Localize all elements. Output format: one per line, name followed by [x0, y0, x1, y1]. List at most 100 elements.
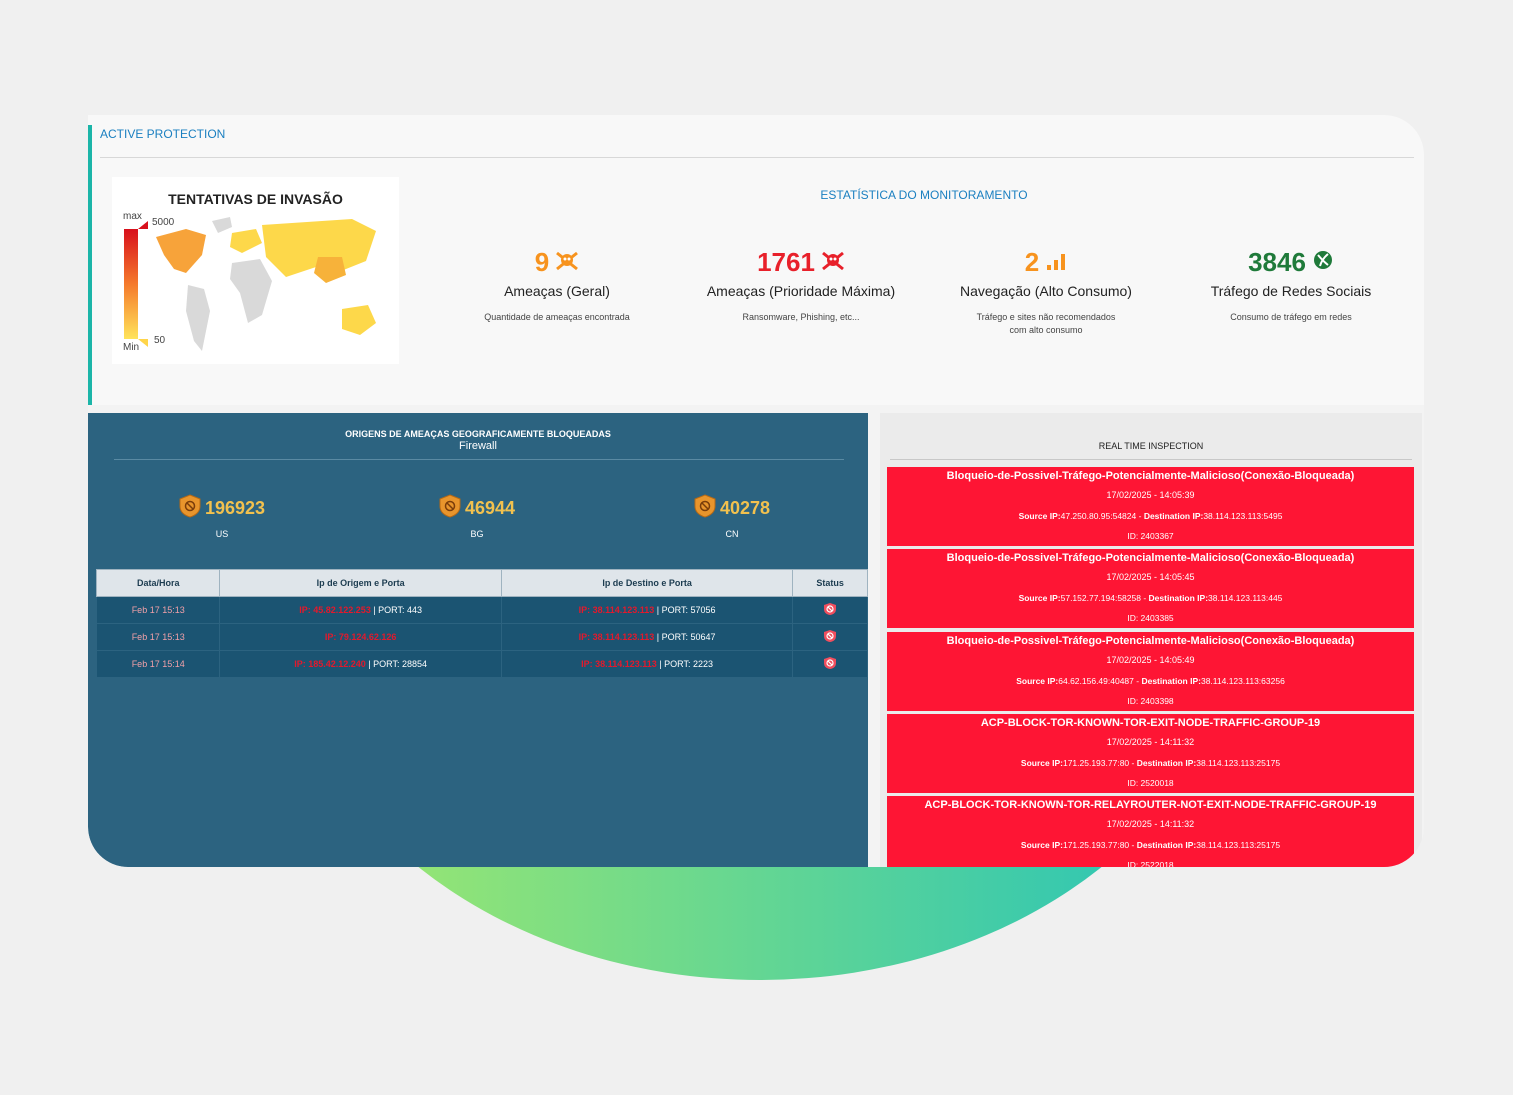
source-ip: 171.25.193.77:80 — [1062, 757, 1130, 768]
status-icon — [824, 630, 837, 642]
status-icon — [824, 657, 837, 669]
event-id: ID: 2403367 — [1127, 531, 1174, 541]
column-header: Data/Hora — [95, 569, 221, 597]
map-title: TENTATIVAS DE INVASÃO — [168, 191, 343, 207]
source-ip: 64.62.156.49:40487 — [1058, 675, 1134, 686]
stat-label: Ameaças (Geral) — [504, 283, 610, 299]
source-ip: 171.25.193.77:80 — [1062, 840, 1130, 851]
cell-ip: IP: 38.114.123.113 | PORT: 2223 — [500, 650, 794, 678]
blocked-table: Data/Hora Ip de Origem e Porta Ip de Desti… — [95, 569, 868, 678]
destination-label: Destination IP: — [1136, 757, 1197, 768]
icon — [821, 251, 844, 270]
stat-value: 1761 — [757, 246, 815, 277]
source-label: Source IP: — [1018, 593, 1061, 604]
ip: IP: 79.124.62.126 — [324, 632, 397, 642]
legend-label: max — [123, 211, 142, 222]
country-code: BG — [470, 529, 484, 539]
event-name: ACP-BLOCK-TOR-KNOWN-TOR-EXIT-NODE-TRAFFI… — [980, 716, 1321, 729]
destination-ip: 38.114.123.113:63256 — [1200, 675, 1285, 686]
cell-ip: IP: 38.114.123.113 | PORT: 57056 — [500, 596, 794, 624]
stat-card: 2 Navegação (Alto Consumo) Tráfego e sites… — [926, 247, 1166, 337]
icon — [1047, 253, 1066, 270]
port: | PORT: 443 — [373, 605, 423, 615]
event-datetime: 17/02/2025 - 14:11:32 — [1106, 819, 1195, 830]
column-header: Status — [792, 569, 868, 597]
separator: - — [1140, 593, 1149, 604]
country-code: US — [215, 529, 229, 539]
cell-ip: IP: 185.42.12.240 | PORT: 28854 — [219, 650, 502, 678]
event-card: ACP-BLOCK-TOR-KNOWN-TOR-EXIT-NODE-TRAFFI… — [887, 713, 1414, 793]
stat-card: 3846 Tráfego de Redes Sociais Consumo de t… — [1171, 247, 1411, 324]
event-datetime: 17/02/2025 - 14:05:45 — [1106, 572, 1195, 583]
port: | PORT: 2223 — [659, 659, 713, 669]
event-ips: Source IP:171.25.193.77:80 - Destination… — [887, 840, 1414, 850]
legend-value: 50 — [154, 335, 166, 346]
table-row: Feb 17 15:13 IP: 45.82.122.253 | PORT: 44… — [95, 596, 868, 624]
ip: IP: 38.114.123.113 — [578, 605, 655, 615]
country-count: 40278 — [719, 497, 771, 518]
country-count: 46944 — [464, 497, 516, 518]
stat-value-row: 2 — [926, 247, 1166, 277]
stat-icon — [821, 247, 845, 278]
separator: - — [1129, 757, 1137, 768]
country-count-row: 196923 — [122, 493, 322, 521]
ip: IP: 38.114.123.113 — [581, 659, 657, 669]
stat-description: Consumo de tráfego em redes — [1230, 312, 1352, 322]
shield — [439, 493, 461, 523]
table-body: Feb 17 15:13 IP: 45.82.122.253 | PORT: 44… — [95, 596, 868, 678]
stat-value-row: 3846 — [1171, 247, 1411, 277]
geo-subtitle: Firewall — [459, 440, 497, 452]
cell-datetime: Feb 17 15:13 — [95, 596, 221, 624]
ip: IP: 38.114.123.113 — [578, 632, 655, 642]
stat-description: Quantidade de ameaças encontrada — [484, 312, 630, 322]
status-icon — [824, 603, 837, 615]
ip: IP: 185.42.12.240 — [294, 659, 366, 669]
divider — [100, 157, 1414, 158]
destination-ip: 38.114.123.113:25175 — [1196, 840, 1281, 851]
event-card: Bloqueio-de-Possivel-Tráfego-Potencialme… — [887, 631, 1414, 711]
destination-label: Destination IP: — [1143, 511, 1204, 521]
separator: - — [1136, 511, 1144, 521]
port: | PORT: 50647 — [656, 632, 716, 642]
column-header: Ip de Origem e Porta — [219, 569, 502, 597]
source-label: Source IP: — [1018, 511, 1061, 521]
geo-title: ORIGENS DE AMEAÇAS GEOGRAFICAMENTE BLOQU… — [345, 429, 611, 439]
inspection-panel: REAL TIME INSPECTION Bloqueio-de-Possive… — [880, 413, 1422, 867]
country-card: 40278 CN — [632, 493, 832, 539]
destination-ip: 38.114.123.113:25175 — [1196, 757, 1281, 768]
stat-description: Ransomware, Phishing, etc... — [742, 312, 860, 322]
legend-value: 5000 — [152, 217, 175, 228]
stat-label: Tráfego de Redes Sociais — [1210, 283, 1372, 299]
icon — [556, 251, 579, 270]
event-card: Bloqueio-de-Possivel-Tráfego-Potencialme… — [887, 549, 1414, 629]
country-code: CN — [725, 529, 739, 539]
cell-datetime: Feb 17 15:14 — [95, 650, 221, 678]
icon — [1313, 250, 1332, 269]
stat-description: Tráfego e sites não recomendados com alt… — [976, 312, 1116, 335]
destination-label: Destination IP: — [1141, 675, 1201, 686]
event-id: ID: 2403385 — [1127, 613, 1174, 624]
destination-label: Destination IP: — [1148, 593, 1209, 604]
event-ips: Source IP:171.25.193.77:80 - Destination… — [887, 758, 1414, 768]
divider — [890, 459, 1412, 460]
stat-value: 2 — [1024, 246, 1040, 277]
stat-card: 1761 Ameaças (Prioridade Máxima) Ransomwar… — [681, 247, 921, 324]
table-header: Data/Hora Ip de Origem e Porta Ip de Desti… — [95, 569, 868, 597]
top-panel: ACTIVE PROTECTION TENTATIVAS DE INVASÃO … — [88, 115, 1424, 405]
shield-icon — [694, 493, 716, 518]
country-count: 196923 — [204, 497, 266, 518]
stats-title: ESTATÍSTICA DO MONITORAMENTO — [820, 188, 1028, 202]
column-header: Ip de Destino e Porta — [500, 569, 794, 597]
stat-value: 3846 — [1248, 246, 1306, 277]
destination-label: Destination IP: — [1136, 840, 1197, 851]
separator: - — [1129, 840, 1137, 851]
divider — [114, 459, 844, 460]
event-id: ID: 2522018 — [1127, 860, 1174, 867]
event-card: Bloqueio-de-Possivel-Tráfego-Potencialme… — [887, 467, 1414, 546]
cell-datetime: Feb 17 15:13 — [95, 623, 221, 651]
world-map — [124, 217, 376, 351]
cell-status — [792, 623, 868, 651]
stat-card: 9 Ameaças (Geral) Quantidade de ameaças en… — [437, 247, 677, 324]
